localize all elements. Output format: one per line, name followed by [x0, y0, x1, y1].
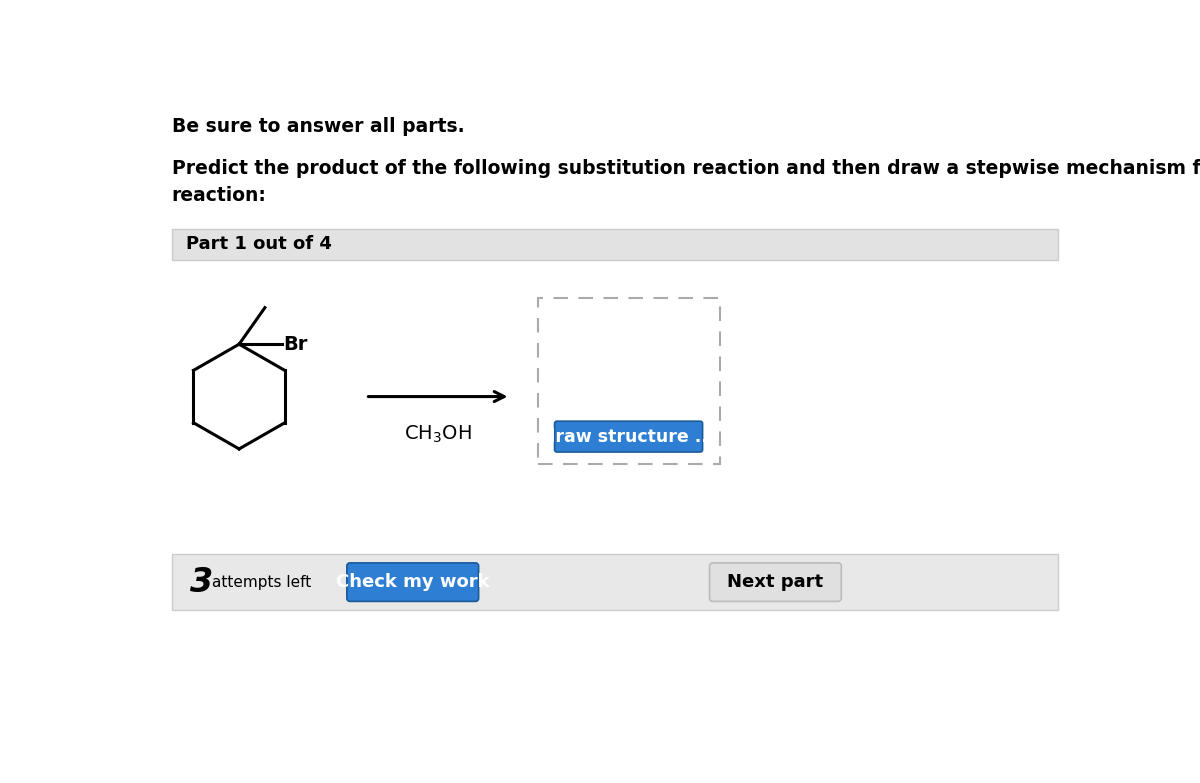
Text: Br: Br — [283, 334, 307, 354]
Text: reaction:: reaction: — [172, 186, 266, 205]
Bar — [538, 298, 720, 464]
Bar — [172, 229, 1058, 259]
Text: Predict the product of the following substitution reaction and then draw a stepw: Predict the product of the following sub… — [172, 160, 1200, 179]
Text: draw structure ...: draw structure ... — [542, 428, 714, 446]
FancyBboxPatch shape — [554, 421, 702, 452]
Text: Part 1 out of 4: Part 1 out of 4 — [186, 235, 331, 253]
Text: attempts left: attempts left — [212, 575, 311, 590]
Text: 3: 3 — [191, 565, 214, 599]
Bar — [172, 554, 1058, 610]
FancyBboxPatch shape — [709, 563, 841, 601]
FancyBboxPatch shape — [347, 563, 479, 601]
Text: Be sure to answer all parts.: Be sure to answer all parts. — [172, 117, 464, 136]
Text: CH$_3$OH: CH$_3$OH — [404, 424, 472, 445]
Text: Next part: Next part — [727, 573, 823, 591]
Text: Check my work: Check my work — [336, 573, 490, 591]
